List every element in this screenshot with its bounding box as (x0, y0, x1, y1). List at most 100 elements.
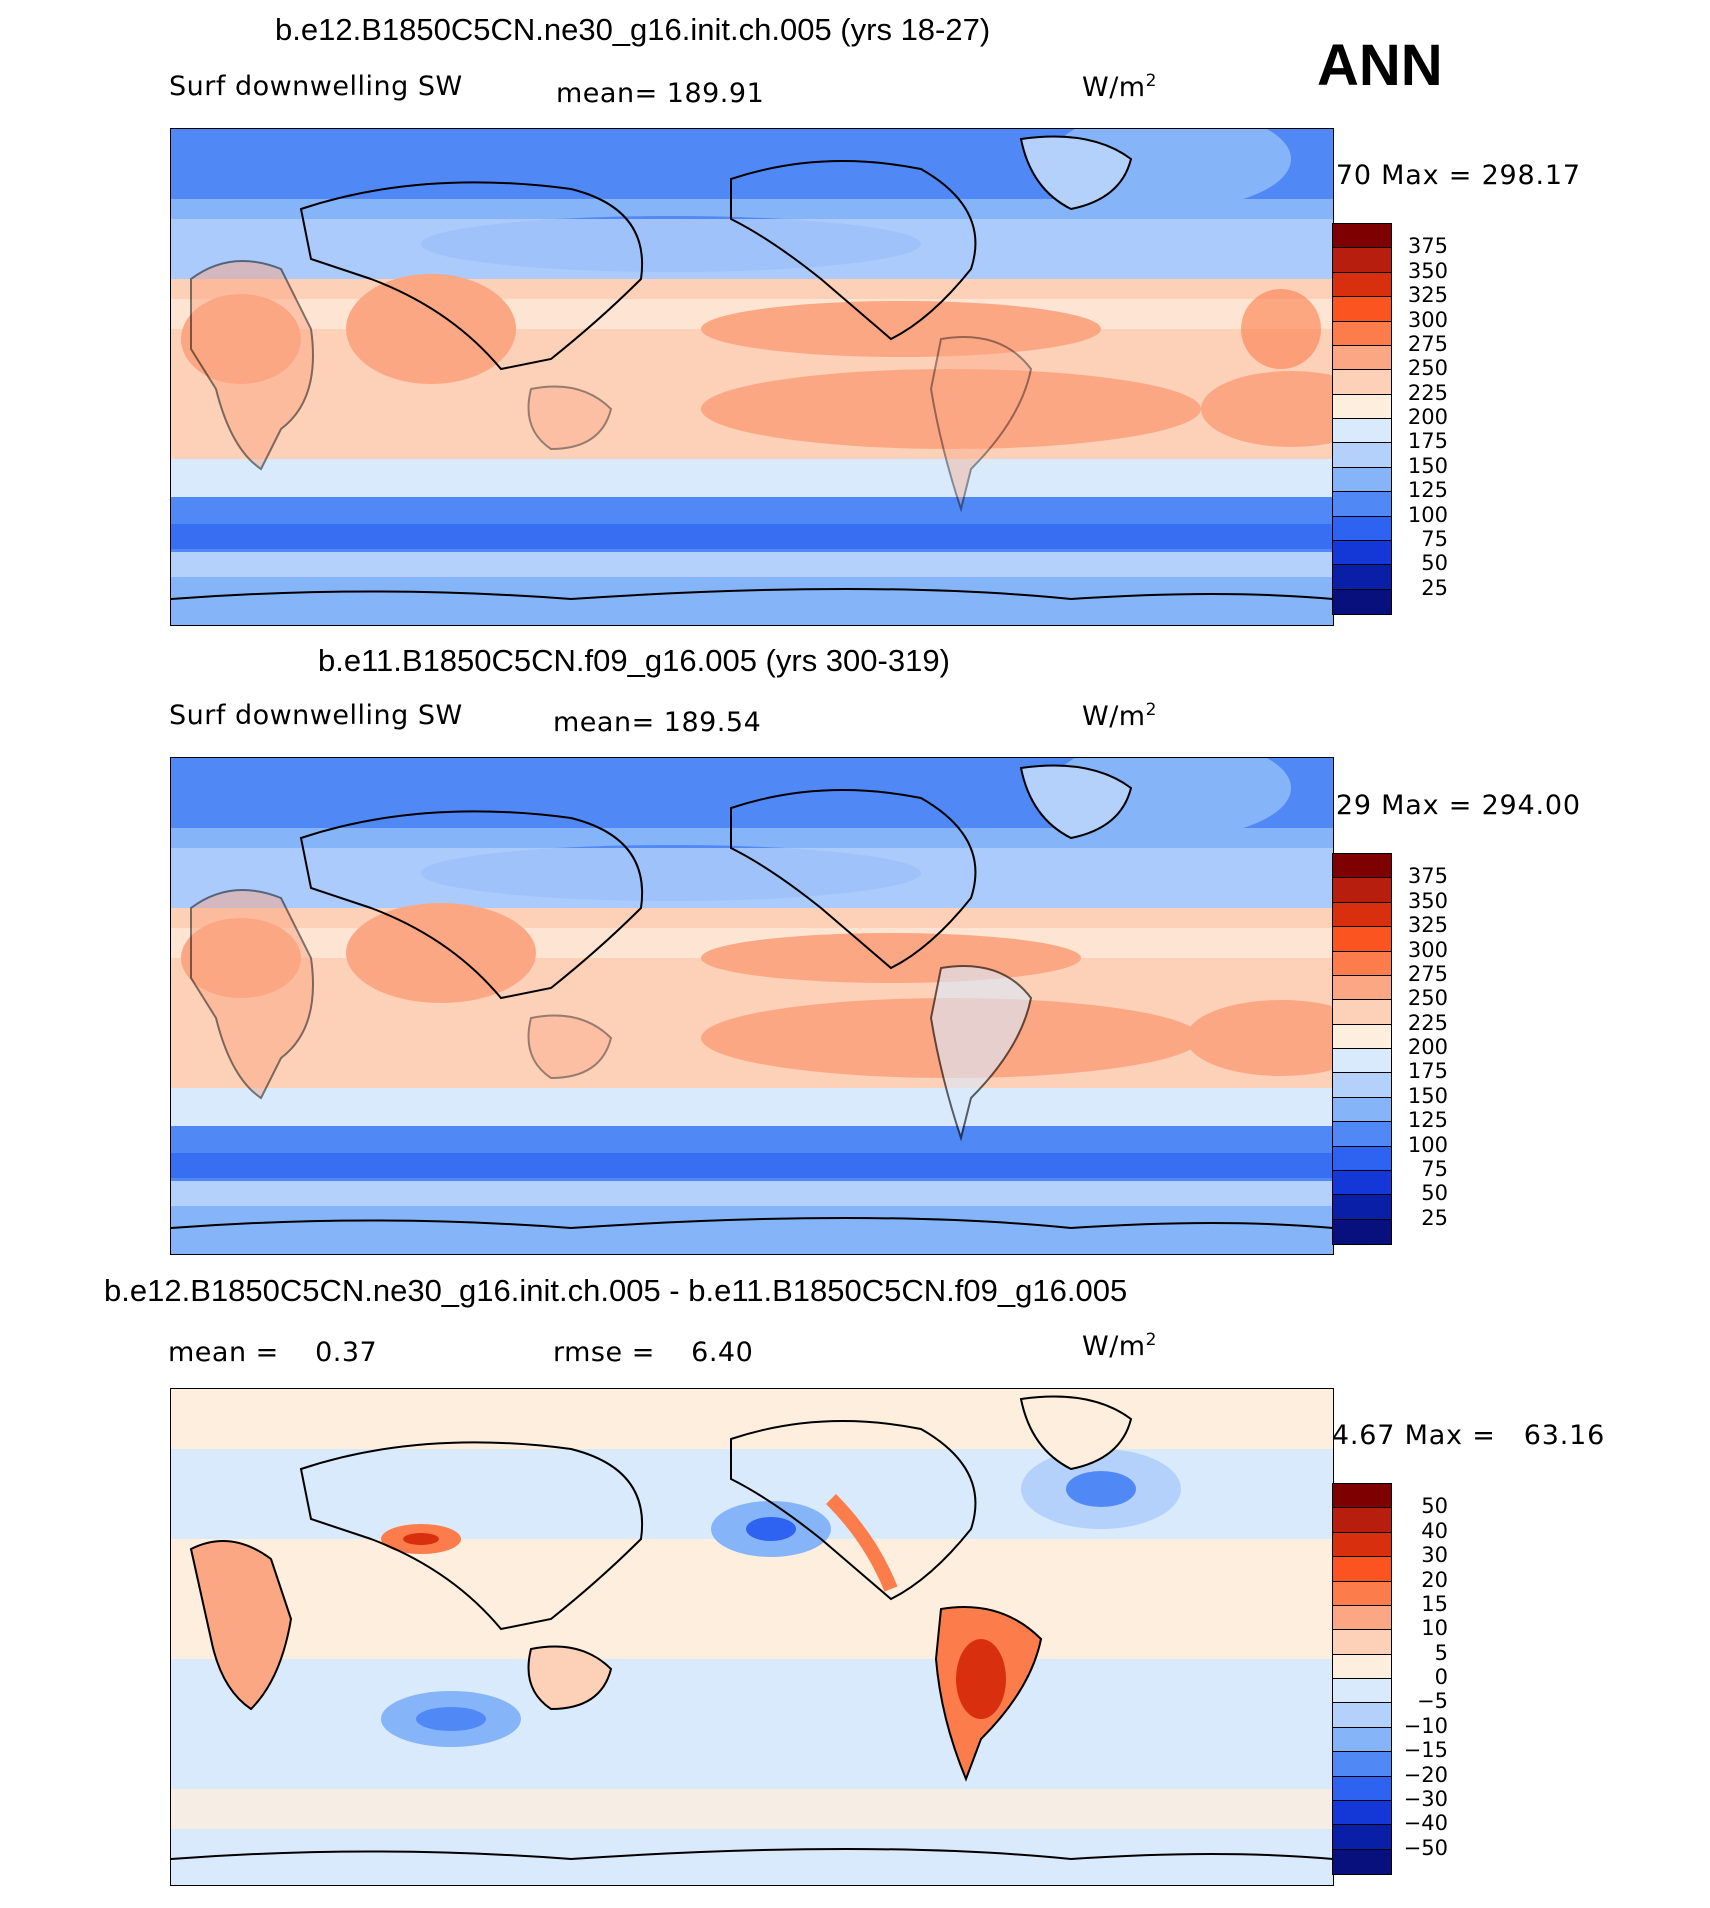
colorbar-swatch (1333, 467, 1391, 493)
colorbar-swatch (1333, 1195, 1391, 1220)
colorbar-tick-label: 75 (1421, 526, 1448, 551)
panel-2-mean-label: mean= 189.54 (553, 707, 762, 738)
colorbar-swatch (1333, 492, 1391, 517)
panel-1-map (170, 128, 1334, 626)
panel-1-colorbar (1332, 223, 1392, 615)
colorbar-swatch (1333, 224, 1391, 249)
colorbar-swatch (1333, 1122, 1391, 1147)
colorbar-tick-label: 75 (1421, 1156, 1448, 1181)
colorbar-swatch (1333, 516, 1391, 541)
panel-1-units: W/m2 (1082, 71, 1157, 103)
panel-1-title: b.e12.B1850C5CN.ne30_g16.init.ch.005 (yr… (275, 12, 991, 47)
colorbar-tick-label: 325 (1407, 283, 1448, 308)
colorbar-swatch (1333, 1703, 1391, 1728)
colorbar-swatch (1333, 394, 1391, 419)
colorbar-swatch (1333, 1146, 1391, 1171)
colorbar-tick-label: −5 (1417, 1689, 1448, 1714)
colorbar-tick-label: −10 (1403, 1713, 1448, 1738)
colorbar-tick-label: 0 (1434, 1665, 1448, 1689)
colorbar-swatch (1333, 1752, 1391, 1777)
colorbar-tick-label: 375 (1407, 864, 1448, 889)
colorbar-tick-label: 20 (1421, 1567, 1448, 1592)
colorbar-tick-label: 200 (1407, 1035, 1448, 1059)
colorbar-swatch (1333, 1024, 1391, 1049)
colorbar-swatch (1333, 1000, 1391, 1025)
colorbar-swatch (1333, 1581, 1391, 1606)
colorbar-swatch (1333, 1049, 1391, 1074)
colorbar-tick-label: 5 (1434, 1640, 1448, 1665)
colorbar-tick-label: 50 (1421, 1494, 1448, 1519)
colorbar-tick-label: 40 (1421, 1518, 1448, 1543)
colorbar-tick-label: 275 (1407, 961, 1448, 986)
colorbar-tick-label: 175 (1407, 1059, 1448, 1084)
panel-2-variable-label: Surf downwelling SW (169, 700, 463, 731)
colorbar-tick-label: 50 (1421, 551, 1448, 576)
panel-3-rmse-label: rmse = 6.40 (553, 1337, 754, 1368)
colorbar-swatch (1333, 419, 1391, 444)
colorbar-swatch (1333, 878, 1391, 903)
colorbar-tick-label: 150 (1407, 453, 1448, 478)
colorbar-swatch (1333, 1484, 1391, 1509)
colorbar-swatch (1333, 1532, 1391, 1558)
colorbar-swatch (1333, 1073, 1391, 1098)
panel-1-mean-label: mean= 189.91 (556, 78, 765, 109)
panel-2-map-field (171, 758, 1333, 1254)
colorbar-tick-label: 250 (1407, 986, 1448, 1011)
colorbar-swatch (1333, 1679, 1391, 1704)
panel-3-units: W/m2 (1082, 1330, 1157, 1362)
colorbar-tick-label: −50 (1403, 1835, 1448, 1860)
colorbar-tick-label: 100 (1407, 502, 1448, 527)
colorbar-swatch (1333, 321, 1391, 346)
colorbar-swatch (1333, 1170, 1391, 1196)
panel-2-map (170, 757, 1334, 1255)
colorbar-tick-label: 250 (1407, 356, 1448, 381)
colorbar-tick-label: 350 (1407, 888, 1448, 913)
colorbar-swatch (1333, 854, 1391, 879)
colorbar-swatch (1333, 1654, 1391, 1679)
colorbar-tick-label: 275 (1407, 331, 1448, 356)
panel-1-map-field (171, 129, 1333, 625)
colorbar-swatch (1333, 951, 1391, 976)
panel-3-map-field (171, 1389, 1333, 1885)
panel-2-colorbar (1332, 853, 1392, 1245)
colorbar-swatch (1333, 1776, 1391, 1801)
colorbar-tick-label: 350 (1407, 258, 1448, 283)
panel-2-units: W/m2 (1082, 700, 1157, 732)
colorbar-tick-label: 15 (1421, 1591, 1448, 1616)
panel-3-mean-label: mean = 0.37 (168, 1337, 378, 1368)
colorbar-tick-label: 325 (1407, 913, 1448, 938)
colorbar-swatch (1333, 297, 1391, 322)
colorbar-swatch (1333, 1557, 1391, 1582)
colorbar-tick-label: 10 (1421, 1616, 1448, 1641)
colorbar-swatch (1333, 443, 1391, 468)
colorbar-swatch (1333, 975, 1391, 1001)
colorbar-tick-label: 25 (1421, 575, 1448, 600)
colorbar-tick-label: −30 (1403, 1786, 1448, 1811)
panel-2-title: b.e11.B1850C5CN.f09_g16.005 (yrs 300-319… (318, 643, 950, 678)
colorbar-tick-label: −40 (1403, 1811, 1448, 1836)
colorbar-tick-label: 125 (1407, 478, 1448, 503)
colorbar-tick-label: −20 (1403, 1762, 1448, 1787)
colorbar-tick-label: 375 (1407, 234, 1448, 259)
colorbar-swatch (1333, 1630, 1391, 1655)
panel-3-colorbar-labels: 50 40 30 20 15 10 5 0 −5 −10 −15 −20 −30 −40 −50 (1400, 1483, 1448, 1873)
colorbar-tick-label: 225 (1407, 1010, 1448, 1035)
colorbar-tick-label: 30 (1421, 1543, 1448, 1568)
colorbar-swatch (1333, 902, 1391, 928)
colorbar-tick-label: 25 (1421, 1205, 1448, 1230)
colorbar-swatch (1333, 565, 1391, 590)
colorbar-swatch (1333, 1219, 1391, 1244)
panel-3-title: b.e12.B1850C5CN.ne30_g16.init.ch.005 - b… (104, 1273, 1128, 1308)
colorbar-swatch (1333, 370, 1391, 395)
season-label: ANN (1317, 33, 1443, 98)
colorbar-tick-label: 300 (1407, 937, 1448, 962)
panel-3-map (170, 1388, 1334, 1886)
colorbar-tick-label: 200 (1407, 405, 1448, 429)
colorbar-tick-label: 50 (1421, 1181, 1448, 1206)
colorbar-swatch (1333, 1605, 1391, 1631)
panel-1-variable-label: Surf downwelling SW (169, 71, 463, 102)
colorbar-tick-label: 175 (1407, 429, 1448, 454)
colorbar-swatch (1333, 927, 1391, 952)
panel-3-colorbar (1332, 1483, 1392, 1875)
colorbar-swatch (1333, 540, 1391, 566)
